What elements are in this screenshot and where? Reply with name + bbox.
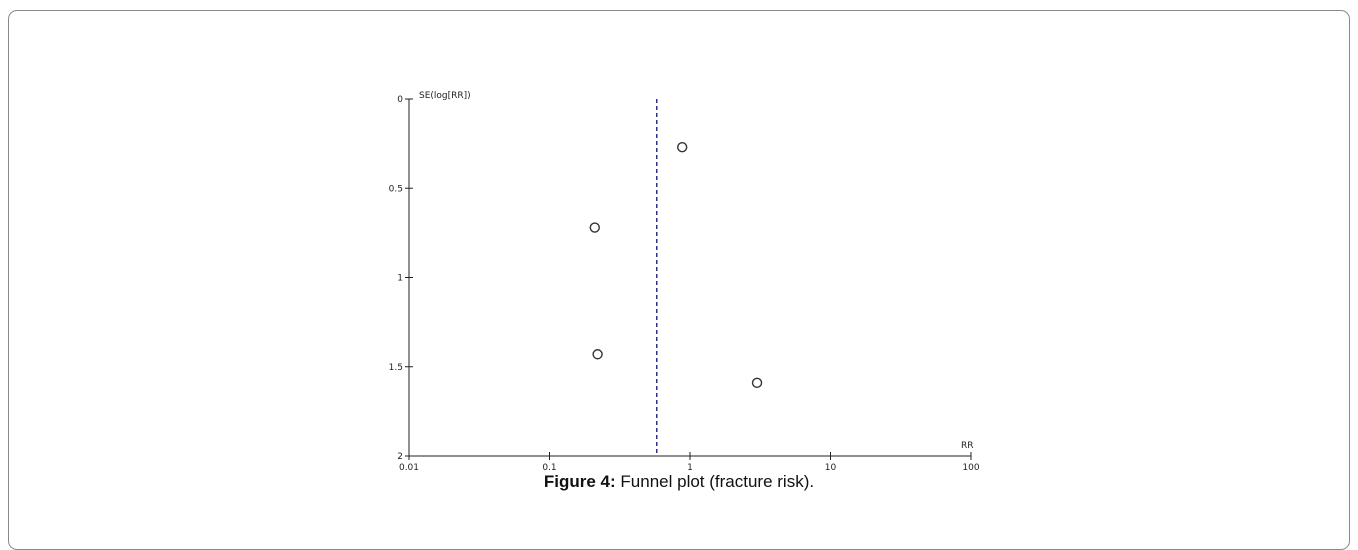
y-tick-label: 1.5 <box>389 363 403 373</box>
study-point <box>589 222 600 233</box>
x-tick-label: 100 <box>962 463 979 470</box>
x-axis-label: RR <box>961 441 974 451</box>
y-tick-label: 1 <box>397 274 403 284</box>
y-tick-label: 2 <box>397 452 403 462</box>
y-tick-label: 0 <box>397 95 403 105</box>
figure-caption-label: Figure 4: <box>543 472 616 491</box>
x-tick-label: 0.01 <box>399 463 419 470</box>
x-tick-label: 0.1 <box>542 463 556 470</box>
figure-caption: Figure 4: Funnel plot (fracture risk). <box>0 472 1358 492</box>
figure-caption-text: Funnel plot (fracture risk). <box>615 472 815 491</box>
study-point <box>592 349 603 360</box>
figure-frame <box>8 10 1350 550</box>
data-points <box>589 141 763 389</box>
study-point <box>751 377 763 389</box>
study-point <box>676 141 688 153</box>
x-tick-label: 1 <box>687 463 693 470</box>
y-axis-label: SE(log[RR]) <box>419 91 471 101</box>
y-tick-label: 0.5 <box>389 184 403 194</box>
funnel-plot: 0 0.5 1 1.5 20.01 0.1 1 10 100 SE(log[RR]) RR <box>389 91 980 470</box>
plot-axes: 0 0.5 1 1.5 20.01 0.1 1 10 100 <box>389 95 980 470</box>
x-tick-label: 10 <box>825 463 837 470</box>
